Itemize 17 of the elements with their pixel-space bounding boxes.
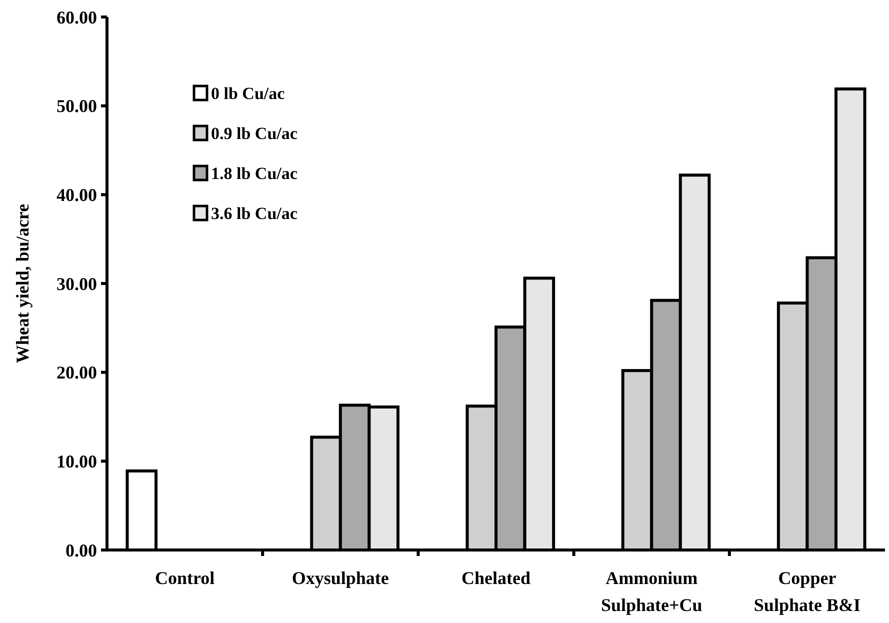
legend-label: 0.9 lb Cu/ac xyxy=(211,124,298,143)
legend-label: 1.8 lb Cu/ac xyxy=(211,164,298,183)
y-tick-label: 40.00 xyxy=(56,184,97,205)
x-tick-label: Chelated xyxy=(462,568,530,588)
y-tick-label: 60.00 xyxy=(56,7,97,28)
legend-label: 0 lb Cu/ac xyxy=(211,84,286,103)
y-tick-label: 0.00 xyxy=(66,540,97,560)
y-tick-label: 50.00 xyxy=(56,96,97,116)
x-tick-label: Copper Sulphate B&I xyxy=(754,568,860,615)
y-tick-label: 20.00 xyxy=(56,362,97,383)
y-axis-title: Wheat yield, bu/acre xyxy=(12,204,32,364)
y-tick-label: 30.00 xyxy=(56,274,97,294)
y-tick-label: 10.00 xyxy=(56,451,97,472)
x-tick-label: Oxysulphate xyxy=(292,568,389,588)
legend-label: 3.6 lb Cu/ac xyxy=(211,204,298,223)
x-tick-label: Control xyxy=(154,568,215,588)
x-tick-label: Ammonium Sulphate+Cu xyxy=(600,568,702,615)
